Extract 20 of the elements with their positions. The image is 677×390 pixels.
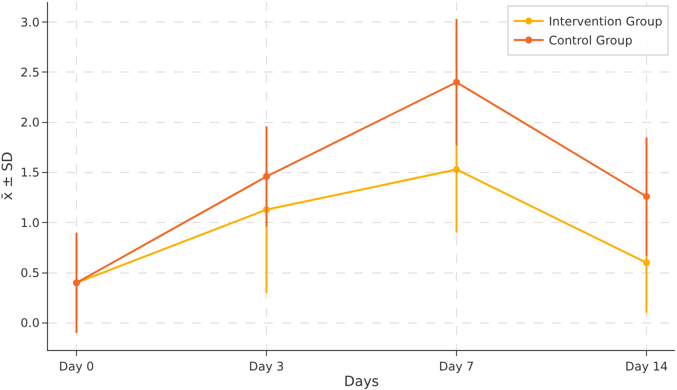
point <box>453 166 460 173</box>
legend-label: Intervention Group <box>548 14 662 29</box>
x-tick-label: Day 7 <box>438 359 474 374</box>
x-tick-label: Day 3 <box>248 359 284 374</box>
point <box>643 193 650 200</box>
y-axis-title: x̄ ± SD <box>0 152 16 200</box>
y-tick-label: 2.0 <box>20 116 40 130</box>
point <box>263 173 270 180</box>
y-tick-label: 1.0 <box>20 216 40 230</box>
y-tick-label: 1.5 <box>20 166 40 180</box>
y-tick-label: 3.0 <box>20 15 40 30</box>
point <box>643 259 650 266</box>
point <box>453 78 460 86</box>
y-tick-label: 0.0 <box>20 316 40 330</box>
x-axis-title: Days <box>344 374 379 390</box>
x-tick-label: Day 14 <box>625 359 668 374</box>
legend-label: Control Group <box>548 34 632 48</box>
y-tick-label: 2.5 <box>20 65 40 80</box>
y-tick-label: 0.5 <box>20 266 40 280</box>
x-tick-label: Day 0 <box>58 359 94 374</box>
